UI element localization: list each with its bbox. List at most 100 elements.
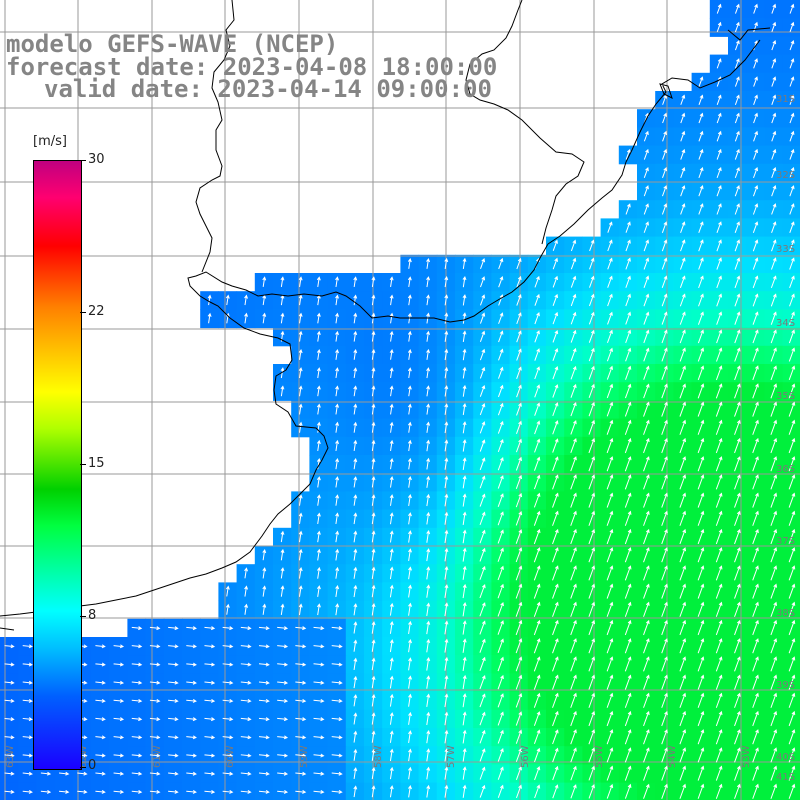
wind-arrow — [789, 221, 795, 233]
wind-arrow — [131, 789, 143, 794]
wind-arrow — [770, 510, 778, 526]
wind-arrow — [734, 437, 741, 454]
wind-arrow — [389, 385, 394, 397]
wind-arrow — [444, 385, 449, 397]
wind-arrow — [353, 712, 358, 725]
wind-arrow — [752, 329, 759, 344]
wind-arrow — [95, 644, 106, 649]
wind-arrow — [715, 492, 723, 508]
wind-arrow — [788, 747, 796, 763]
wind-arrow — [734, 185, 740, 197]
wind-arrow — [643, 474, 650, 490]
wind-arrow — [606, 729, 614, 745]
wind-arrow — [552, 347, 559, 361]
wind-arrow — [698, 203, 704, 215]
wind-arrow — [479, 784, 486, 798]
wind-arrow — [552, 402, 559, 417]
wind-arrow — [734, 94, 740, 105]
wind-arrow — [353, 385, 358, 397]
wind-arrow — [258, 789, 270, 794]
wind-arrow — [353, 312, 358, 324]
wind-arrow — [698, 166, 704, 179]
wind-arrow — [588, 601, 596, 617]
wind-arrow — [426, 367, 431, 379]
wind-arrow — [371, 330, 376, 342]
wind-arrow — [515, 529, 523, 544]
wind-arrow — [313, 717, 325, 722]
title-valid-date: valid date: 2023-04-14 09:00:00 — [44, 75, 492, 103]
wind-arrow — [734, 58, 740, 69]
wind-arrow — [643, 293, 650, 307]
wind-arrow — [697, 528, 705, 545]
wind-arrow — [407, 385, 412, 397]
wind-arrow — [770, 656, 778, 672]
wind-arrow — [698, 275, 704, 289]
wind-arrow — [313, 626, 325, 631]
wind-arrow — [389, 403, 394, 415]
wind-arrow — [407, 439, 412, 452]
wind-arrow — [679, 583, 687, 599]
wind-arrow — [533, 474, 541, 490]
wind-arrow — [606, 765, 614, 781]
wind-arrow — [408, 730, 412, 744]
wind-arrow — [734, 528, 741, 545]
wind-arrow — [186, 717, 197, 722]
wind-arrow — [479, 493, 486, 507]
wind-arrow — [643, 275, 650, 288]
wind-arrow — [407, 421, 412, 433]
wind-arrow — [752, 783, 759, 799]
wind-arrow — [606, 419, 614, 435]
wind-arrow — [624, 747, 632, 763]
wind-arrow — [389, 276, 394, 288]
wind-arrow — [462, 475, 467, 489]
wind-arrow — [240, 735, 252, 740]
wind-arrow — [625, 347, 632, 362]
wind-arrow — [552, 656, 559, 672]
wind-arrow — [789, 148, 795, 160]
wind-arrow — [353, 694, 358, 707]
wind-arrow — [643, 401, 650, 417]
wind-arrow — [570, 365, 577, 380]
coastline — [0, 0, 771, 631]
wind-arrow — [661, 347, 668, 362]
wind-arrow — [479, 602, 486, 617]
wind-arrow — [204, 753, 216, 758]
wind-arrow — [22, 698, 33, 703]
wind-arrow — [588, 474, 596, 490]
wind-arrow — [624, 528, 632, 545]
wind-arrow — [770, 729, 778, 745]
wind-arrow — [222, 680, 234, 685]
wind-arrow — [95, 753, 106, 758]
wind-arrow — [679, 547, 687, 563]
wind-arrow — [752, 510, 759, 526]
wind-arrow — [770, 710, 778, 727]
wind-arrow — [22, 680, 33, 685]
wind-arrow — [771, 76, 777, 87]
wind-arrow — [371, 621, 376, 634]
wind-arrow — [643, 510, 650, 526]
wind-arrow — [552, 747, 559, 763]
wind-arrow — [679, 710, 687, 727]
wind-arrow — [533, 638, 541, 654]
wind-arrow — [624, 437, 632, 454]
wind-arrow — [426, 711, 431, 726]
lat-label: 39S — [776, 680, 795, 691]
wind-arrow — [734, 39, 740, 51]
wind-arrow — [625, 203, 631, 215]
wind-arrow — [516, 402, 522, 416]
wind-arrow — [353, 330, 358, 342]
wind-arrow — [186, 698, 197, 703]
wind-arrow — [389, 693, 394, 707]
wind-arrow — [516, 330, 522, 343]
wind-arrow — [624, 565, 632, 581]
wind-arrow — [788, 638, 796, 654]
wind-arrow — [716, 203, 722, 215]
wind-arrow — [716, 94, 722, 105]
wind-arrow — [624, 674, 632, 690]
wind-arrow — [679, 383, 687, 399]
wind-arrow — [552, 456, 559, 472]
wind-arrow — [316, 512, 321, 525]
wind-arrow — [479, 584, 486, 599]
wind-arrow — [186, 662, 197, 667]
wind-arrow — [697, 583, 705, 599]
